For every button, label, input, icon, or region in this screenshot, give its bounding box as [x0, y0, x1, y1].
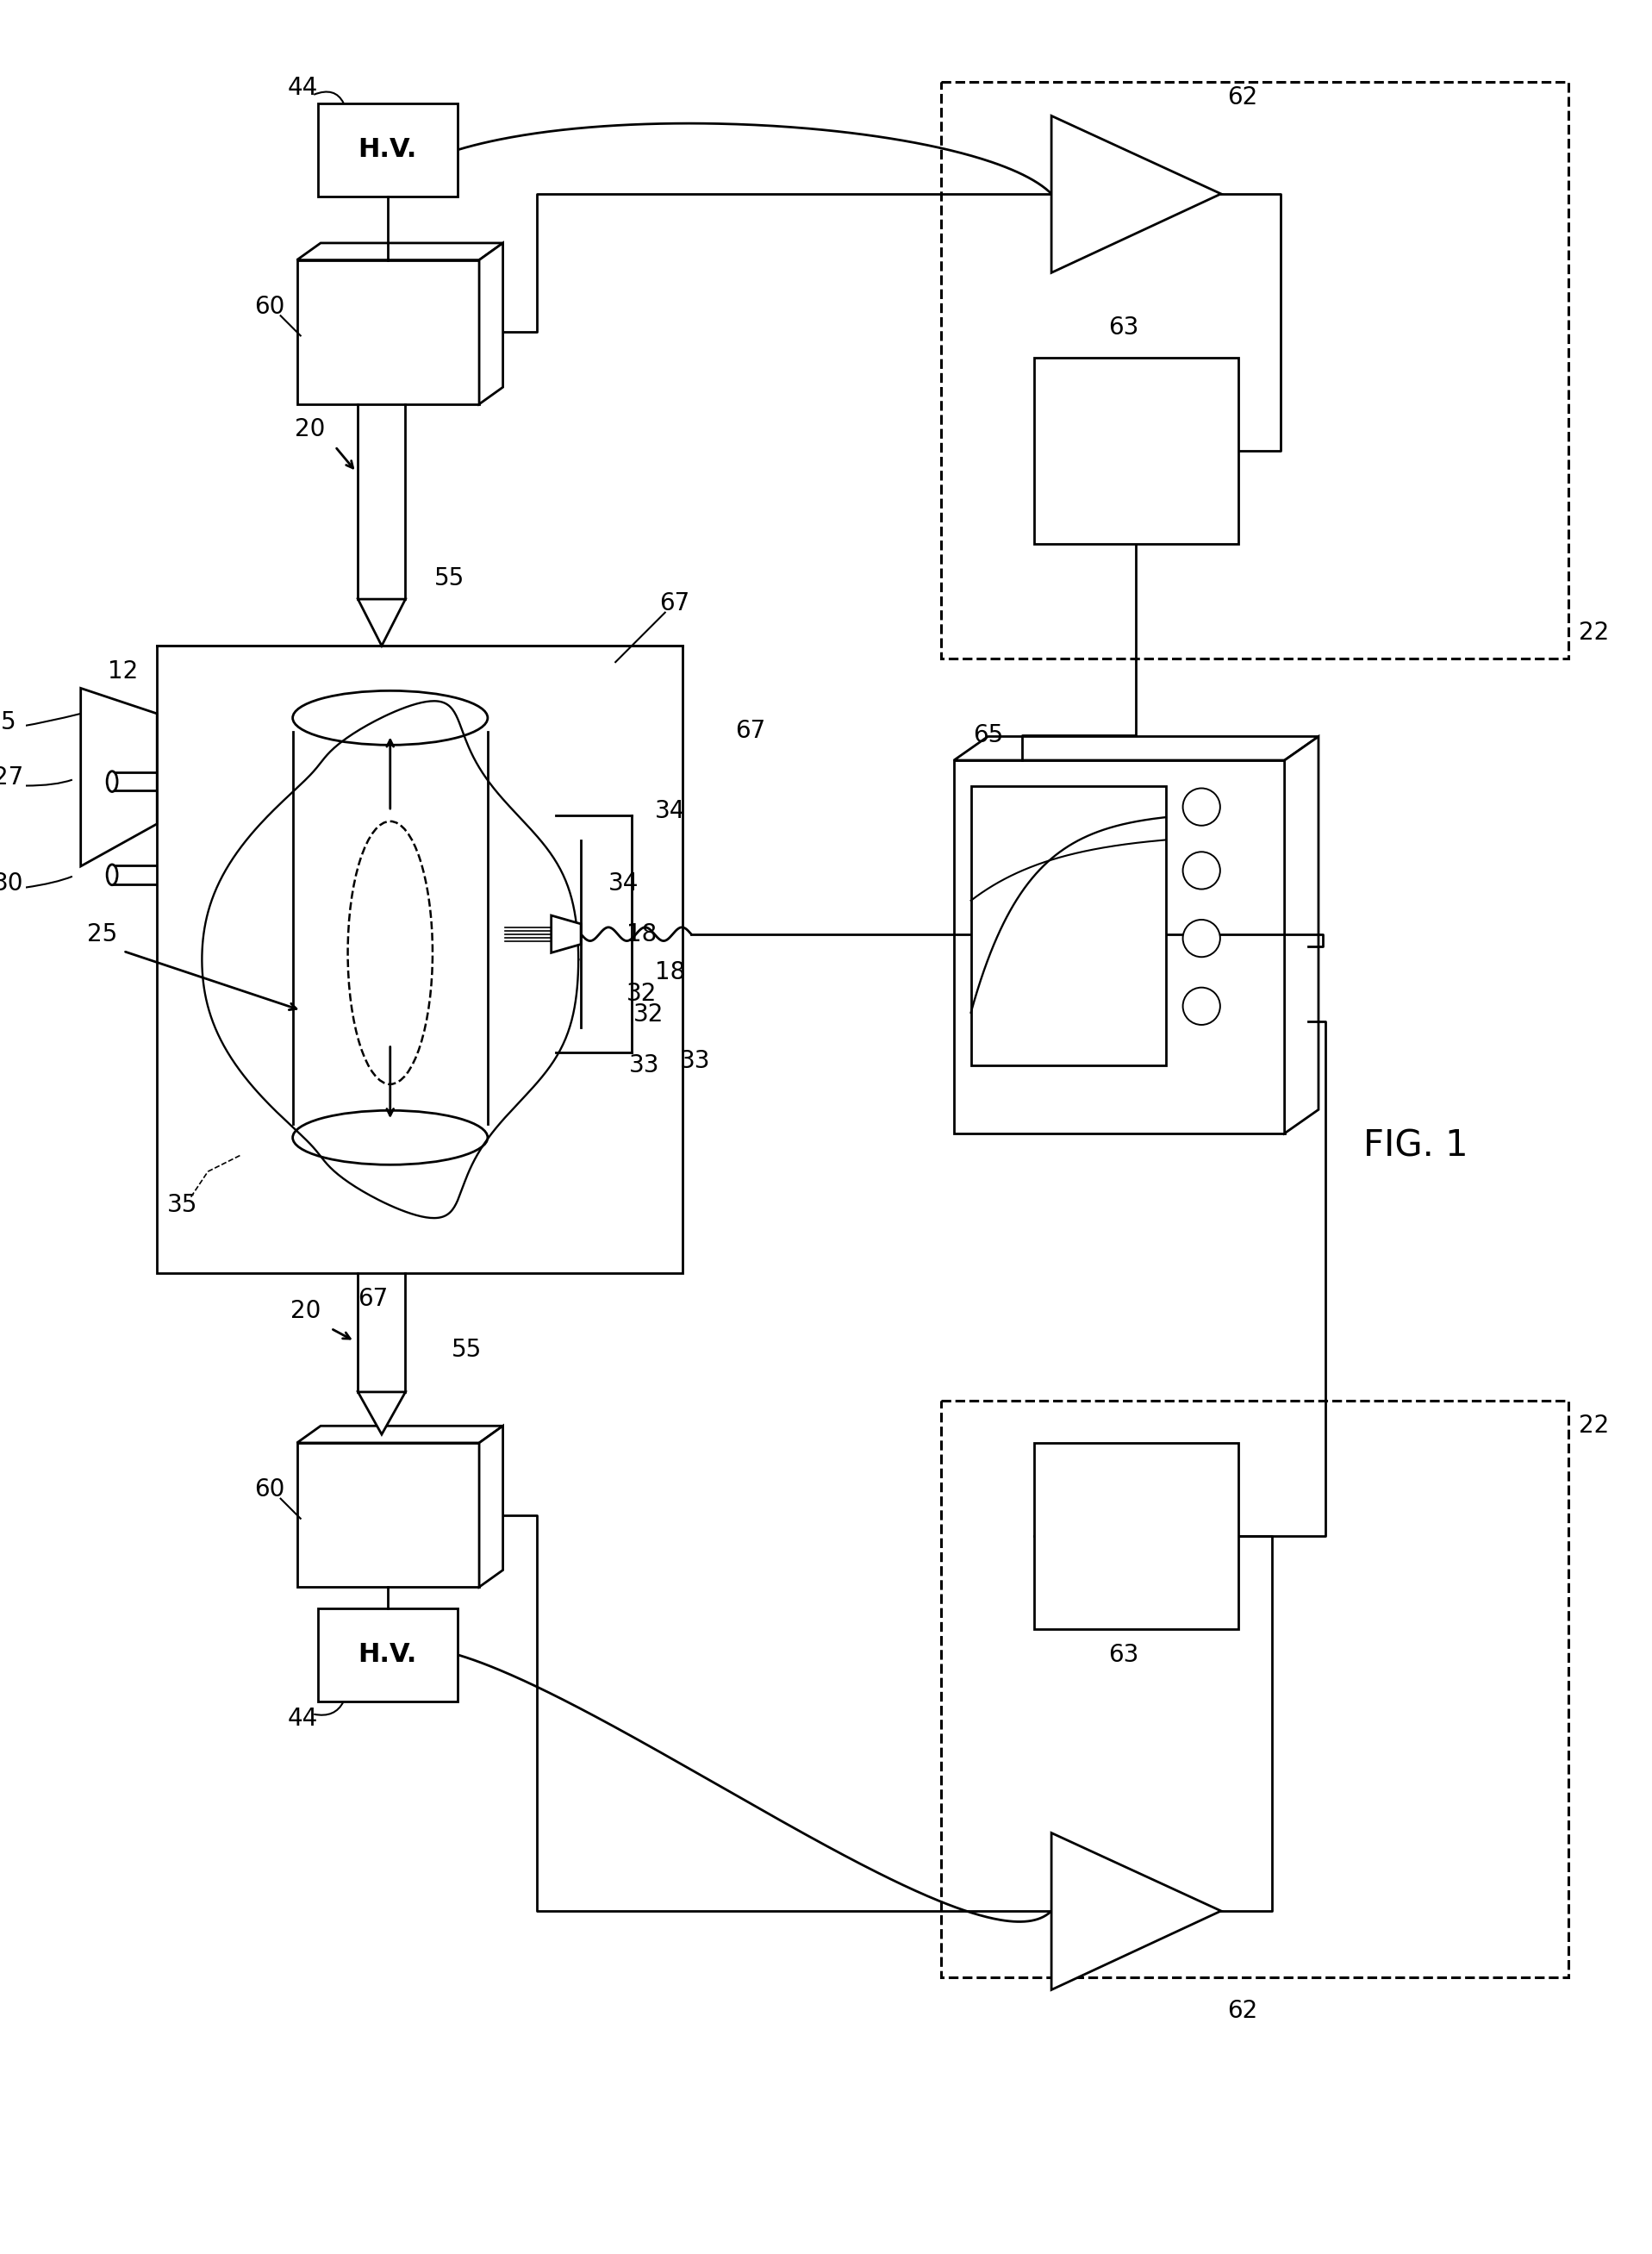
- Text: 12: 12: [107, 658, 139, 683]
- Bar: [942, 1400, 1568, 1977]
- Circle shape: [1183, 920, 1221, 958]
- Circle shape: [1183, 987, 1221, 1026]
- Polygon shape: [552, 915, 582, 953]
- Ellipse shape: [107, 771, 117, 791]
- Bar: [1034, 358, 1237, 543]
- Text: 62: 62: [1227, 1999, 1257, 2024]
- Text: 18: 18: [626, 922, 657, 947]
- Text: 20: 20: [294, 417, 325, 442]
- Text: 32: 32: [633, 1003, 664, 1028]
- Text: 55: 55: [434, 566, 464, 591]
- Bar: [297, 259, 479, 403]
- Bar: [953, 760, 1285, 1134]
- Text: 18: 18: [654, 960, 686, 985]
- Text: 27: 27: [0, 764, 23, 789]
- Text: 44: 44: [287, 1706, 319, 1731]
- Ellipse shape: [292, 1111, 487, 1165]
- Bar: [971, 787, 1166, 1066]
- Ellipse shape: [349, 820, 433, 1084]
- Bar: [319, 104, 458, 196]
- Text: 65: 65: [973, 724, 1003, 746]
- Bar: [1034, 1443, 1237, 1630]
- Text: 25: 25: [88, 922, 117, 947]
- Polygon shape: [297, 243, 502, 259]
- Bar: [319, 1607, 458, 1702]
- Text: 20: 20: [291, 1298, 320, 1323]
- Text: 30: 30: [0, 870, 25, 895]
- Text: 44: 44: [287, 77, 319, 99]
- Polygon shape: [953, 737, 1318, 760]
- Polygon shape: [1051, 1833, 1221, 1990]
- Polygon shape: [81, 687, 157, 866]
- Text: H.V.: H.V.: [358, 1643, 416, 1668]
- Text: 60: 60: [254, 295, 286, 318]
- Text: 35: 35: [167, 1192, 198, 1217]
- Text: 34: 34: [608, 870, 639, 895]
- Bar: [157, 647, 682, 1274]
- Polygon shape: [297, 1427, 502, 1443]
- Text: 63: 63: [1108, 1643, 1138, 1668]
- Text: 63: 63: [1108, 316, 1138, 340]
- Bar: [942, 81, 1568, 658]
- Polygon shape: [479, 1427, 502, 1587]
- Polygon shape: [358, 1393, 405, 1434]
- Text: 33: 33: [681, 1048, 710, 1073]
- Bar: [297, 1443, 479, 1587]
- Text: FIG. 1: FIG. 1: [1363, 1127, 1469, 1163]
- Text: 67: 67: [358, 1287, 388, 1312]
- Polygon shape: [358, 600, 405, 647]
- Polygon shape: [1051, 115, 1221, 273]
- Text: 32: 32: [626, 980, 657, 1005]
- Text: 34: 34: [654, 800, 686, 823]
- Polygon shape: [479, 243, 502, 403]
- Text: 67: 67: [735, 719, 765, 742]
- Text: 22: 22: [1579, 622, 1609, 645]
- Text: 60: 60: [254, 1476, 286, 1501]
- Text: 67: 67: [659, 591, 689, 615]
- Circle shape: [1183, 789, 1221, 825]
- Polygon shape: [1285, 737, 1318, 1134]
- Ellipse shape: [107, 866, 117, 886]
- Text: 5: 5: [2, 710, 17, 735]
- Text: 22: 22: [1579, 1413, 1609, 1438]
- Circle shape: [1183, 852, 1221, 888]
- Text: 62: 62: [1227, 86, 1257, 108]
- Text: 33: 33: [629, 1053, 659, 1077]
- Text: 55: 55: [451, 1337, 482, 1361]
- Text: H.V.: H.V.: [358, 137, 416, 162]
- Ellipse shape: [292, 690, 487, 746]
